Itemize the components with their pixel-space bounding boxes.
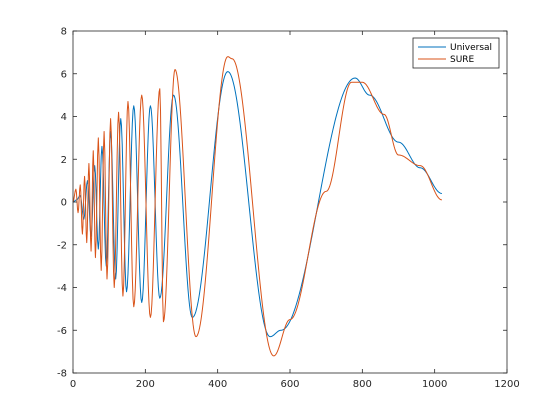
legend: Universal SURE	[412, 37, 500, 69]
y-tick-label: 6	[61, 69, 67, 80]
plot-area	[73, 31, 507, 373]
y-tick-label: 2	[61, 155, 67, 166]
y-tick-label: 4	[61, 112, 67, 123]
x-tick-label: 0	[70, 379, 76, 390]
axes-layer: 0 200 400 600 800 1000 1200 -8 -6 -4 -2 0 2 4 6 8	[57, 27, 520, 391]
x-tick-label: 1000	[422, 379, 447, 390]
series-line-1	[72, 56, 442, 357]
legend-box	[412, 37, 500, 69]
legend-label-0: Universal	[450, 43, 492, 53]
x-tick-label: 600	[280, 379, 299, 390]
y-tick-label: -2	[57, 240, 67, 251]
y-tick-label: -6	[57, 326, 67, 337]
x-tick-label: 800	[353, 379, 372, 390]
x-tick-label: 200	[136, 379, 155, 390]
y-tick-label: -8	[57, 369, 67, 380]
series-layer	[72, 56, 442, 357]
series-line-0	[72, 71, 442, 338]
y-tick-label: 0	[61, 198, 67, 209]
legend-label-1: SURE	[450, 55, 475, 65]
y-tick-label: 8	[61, 27, 67, 38]
x-tick-label: 1200	[494, 379, 519, 390]
x-tick-label: 400	[208, 379, 227, 390]
y-tick-label: -4	[57, 283, 67, 294]
